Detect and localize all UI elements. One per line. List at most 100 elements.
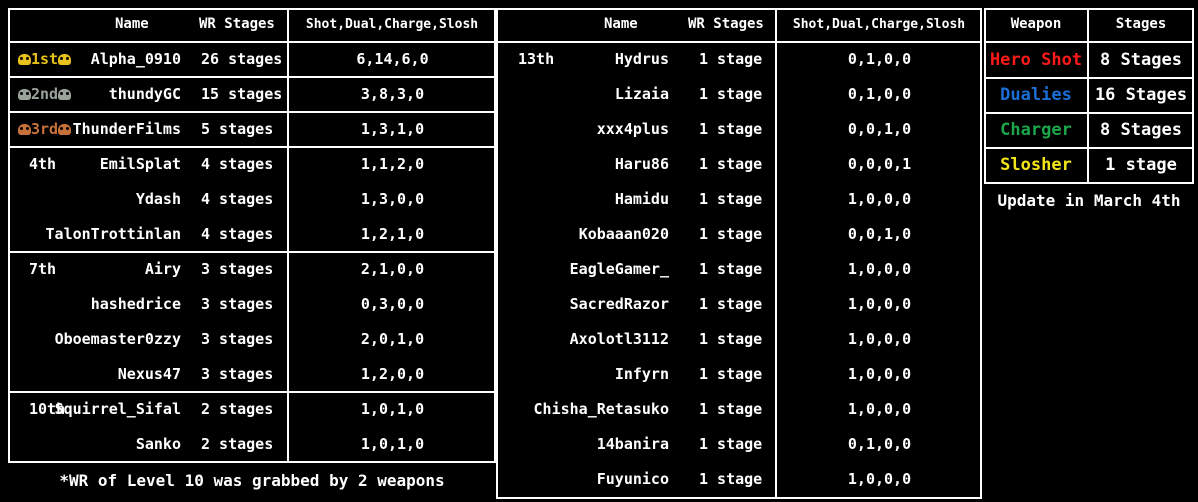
player-name: xxx4plus — [596, 120, 669, 138]
weapon-name: Dualies — [1000, 85, 1072, 105]
weapon-stages: 8 Stages — [1100, 50, 1182, 70]
weapon-name: Charger — [1000, 120, 1072, 140]
wr-stages: 1 stage — [699, 295, 763, 313]
player-name: TalonTrottinlan — [45, 225, 181, 243]
player-name: Sanko — [135, 435, 181, 453]
rank-label: 4th — [29, 155, 57, 173]
wr-stages: 1 stage — [699, 85, 763, 103]
update-note: Update in March 4th — [997, 191, 1181, 210]
wr-stages: 1 stage — [699, 225, 763, 243]
rank-badge: 3rd — [18, 112, 72, 147]
player-name: Ydash — [135, 190, 181, 208]
wr-stages: 1 stage — [699, 260, 763, 278]
breakdown: 1,0,0,0 — [847, 470, 912, 488]
squid-icon — [58, 54, 72, 65]
breakdown: 0,3,0,0 — [360, 295, 425, 313]
wr-stages: 3 stages — [201, 330, 274, 348]
left-group-divider-4 — [8, 251, 496, 253]
player-name: 14banira — [596, 435, 669, 453]
wr-stages: 1 stage — [699, 120, 763, 138]
breakdown: 3,8,3,0 — [360, 85, 425, 103]
squid-icon — [58, 89, 72, 100]
breakdown: 1,2,0,0 — [360, 365, 425, 383]
breakdown: 1,3,0,0 — [360, 190, 425, 208]
weapon-header-stages: Stages — [1115, 16, 1167, 32]
player-name: Infyrn — [614, 365, 669, 383]
player-name: Lizaia — [614, 85, 669, 103]
breakdown: 1,0,1,0 — [360, 400, 425, 418]
squid-icon — [18, 54, 31, 65]
breakdown: 1,0,0,0 — [847, 295, 912, 313]
wr-stages: 5 stages — [201, 120, 274, 138]
breakdown: 1,0,0,0 — [847, 365, 912, 383]
breakdown: 0,1,0,0 — [847, 435, 912, 453]
player-name: EmilSplat — [99, 155, 181, 173]
breakdown: 1,0,0,0 — [847, 400, 912, 418]
breakdown: 1,0,0,0 — [847, 260, 912, 278]
rank-label: 7th — [29, 260, 57, 278]
wr-stages: 2 stages — [201, 435, 274, 453]
footnote: *WR of Level 10 was grabbed by 2 weapons — [59, 471, 445, 490]
wr-stages: 3 stages — [201, 295, 274, 313]
wr-stages: 1 stage — [699, 470, 763, 488]
rank-badge: 2nd — [18, 77, 72, 112]
mid-header-name: Name — [604, 16, 638, 32]
player-name: Squirrel_Sifal — [54, 400, 181, 418]
breakdown: 1,3,1,0 — [360, 120, 425, 138]
breakdown: 0,0,1,0 — [847, 120, 912, 138]
mid-header-breakdown: Shot,Dual,Charge,Slosh — [792, 17, 966, 32]
wr-stages: 1 stage — [699, 155, 763, 173]
wr-stages: 1 stage — [699, 365, 763, 383]
breakdown: 1,1,2,0 — [360, 155, 425, 173]
mid-header-wr-stages: WR Stages — [688, 16, 764, 32]
weapon-table — [984, 8, 1194, 184]
left-header-wr-stages: WR Stages — [199, 16, 275, 32]
wr-stages: 1 stage — [699, 435, 763, 453]
player-name: Haru86 — [614, 155, 669, 173]
weapon-row-divider-1 — [984, 77, 1194, 79]
breakdown: 2,0,1,0 — [360, 330, 425, 348]
middle-table — [496, 8, 982, 499]
left-group-divider-3 — [8, 146, 496, 148]
player-name: Kobaaan020 — [578, 225, 669, 243]
weapon-header-weapon: Weapon — [1010, 16, 1062, 32]
breakdown: 2,1,0,0 — [360, 260, 425, 278]
left-group-divider-2 — [8, 111, 496, 113]
wr-stages: 1 stage — [699, 400, 763, 418]
wr-stages: 1 stage — [699, 190, 763, 208]
rank-label: 10th — [29, 400, 66, 418]
wr-stages: 15 stages — [201, 85, 283, 103]
weapon-stages: 1 stage — [1105, 155, 1177, 175]
left-group-divider-5 — [8, 391, 496, 393]
squid-icon — [18, 89, 31, 100]
player-name: thundyGC — [108, 85, 181, 103]
left-header-divider — [8, 41, 496, 43]
player-name: Chisha_Retasuko — [533, 400, 669, 418]
breakdown: 6,14,6,0 — [356, 50, 429, 68]
player-name: SacredRazor — [569, 295, 669, 313]
player-name: Airy — [144, 260, 181, 278]
rank-label: 1st — [31, 50, 59, 68]
player-name: Oboemaster0zzy — [54, 330, 181, 348]
mid-col-divider — [775, 8, 777, 499]
player-name: Hamidu — [614, 190, 669, 208]
weapon-row-divider-2 — [984, 112, 1194, 114]
wr-stages: 3 stages — [201, 260, 274, 278]
player-name: ThunderFilms — [72, 120, 181, 138]
wr-stages: 4 stages — [201, 155, 274, 173]
mid-header-divider — [496, 41, 982, 43]
left-header-breakdown: Shot,Dual,Charge,Slosh — [305, 17, 479, 32]
weapon-col-divider — [1087, 8, 1089, 184]
weapon-stages: 8 Stages — [1100, 120, 1182, 140]
rank-badge: 1st — [18, 42, 72, 77]
weapon-name: Hero Shot — [989, 50, 1083, 70]
breakdown: 0,0,0,1 — [847, 155, 912, 173]
wr-stages: 1 stage — [699, 330, 763, 348]
breakdown: 1,0,1,0 — [360, 435, 425, 453]
player-name: Hydrus — [614, 50, 669, 68]
weapon-name: Slosher — [1000, 155, 1072, 175]
player-name: hashedrice — [90, 295, 181, 313]
left-group-divider-1 — [8, 76, 496, 78]
breakdown: 1,2,1,0 — [360, 225, 425, 243]
weapon-header-divider — [984, 41, 1194, 43]
